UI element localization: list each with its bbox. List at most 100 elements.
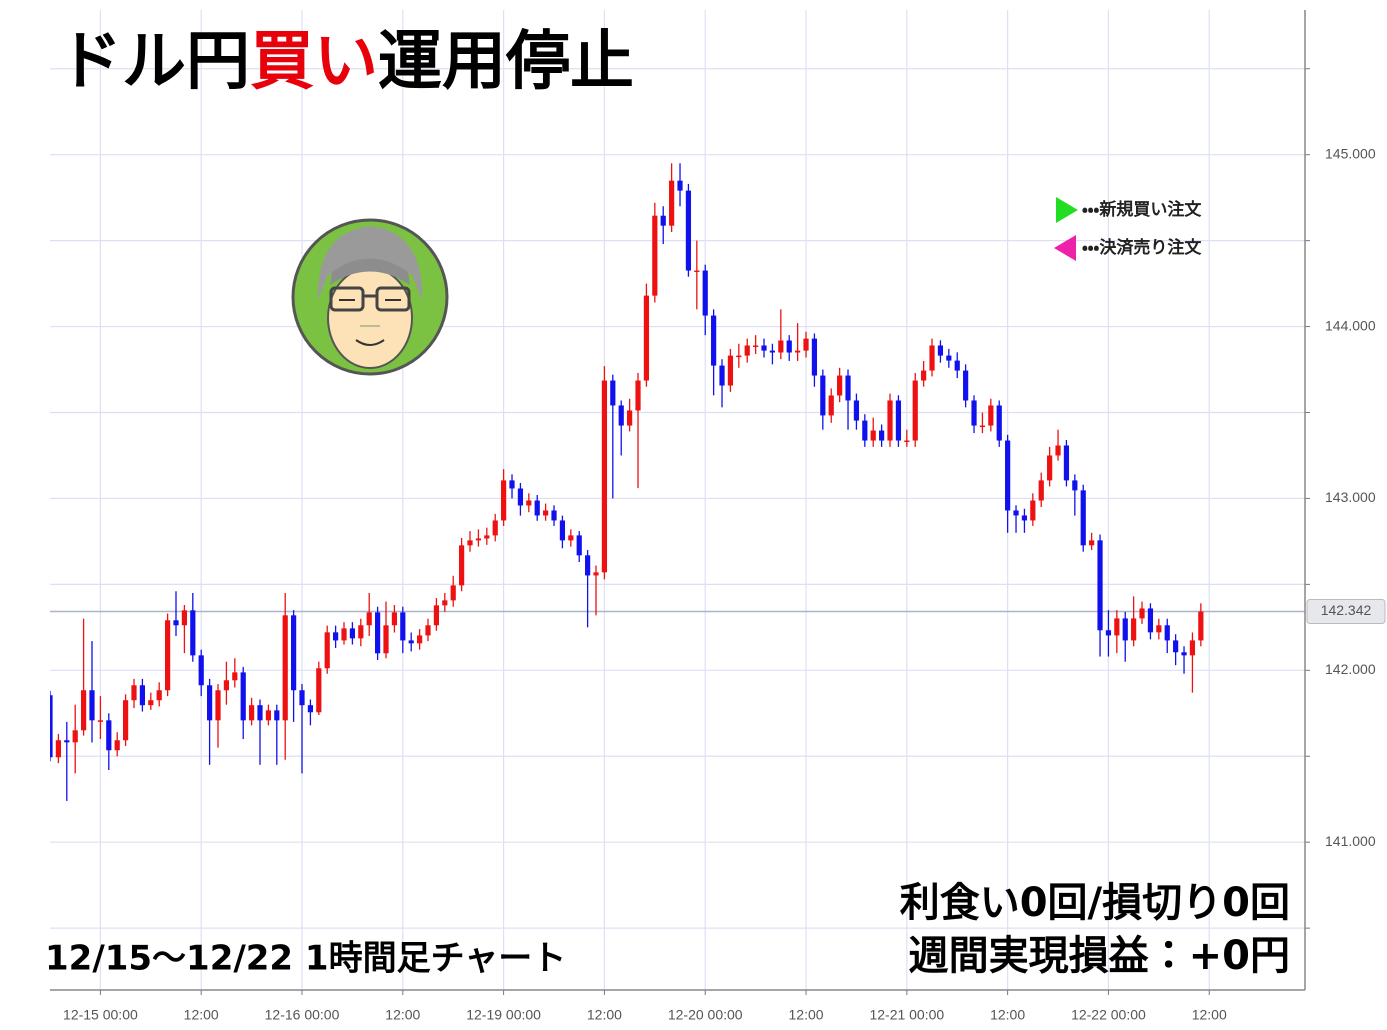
candle-body — [1038, 480, 1044, 501]
candle-body — [123, 700, 129, 741]
candle-body — [1089, 540, 1095, 546]
candle-body — [198, 655, 204, 686]
candle-body — [131, 685, 137, 701]
candle-body — [433, 605, 440, 626]
candle-body — [929, 345, 935, 371]
candle-body — [383, 625, 389, 654]
candle-body — [786, 340, 792, 353]
candle-body — [643, 295, 650, 381]
candle-body — [358, 625, 364, 639]
candle-body — [1047, 455, 1053, 481]
candle-body — [282, 615, 288, 721]
title: ドル円買い運用停止 — [58, 25, 634, 99]
candle-body — [811, 338, 818, 376]
candle-body — [719, 365, 725, 386]
candle-body — [828, 395, 834, 416]
candle-body — [274, 710, 280, 721]
x-tick-label: 12-16 00:00 — [265, 1007, 340, 1023]
candle-body — [1005, 440, 1011, 511]
candle-body — [669, 180, 675, 226]
candle-body — [727, 355, 734, 386]
candle-body — [291, 615, 297, 691]
candle-body — [1139, 608, 1145, 619]
candle-body — [635, 380, 641, 411]
y-tick-label: 142.000 — [1325, 661, 1376, 677]
legend: ・・・新規買い注文・・・決済売り注文 — [1054, 197, 1202, 261]
candle-body — [223, 680, 230, 691]
candle-body — [391, 612, 398, 626]
candle-body — [685, 190, 692, 271]
candle-body — [904, 440, 910, 443]
candle-body — [702, 270, 708, 316]
candle-body — [803, 338, 809, 351]
axes: 141.000 142.000 143.000 144.000 145.000 12-15… — [50, 10, 1386, 1023]
candle-body — [349, 628, 356, 639]
candle-body — [299, 690, 305, 706]
y-tick-label: 141.000 — [1325, 833, 1376, 849]
candle-body — [921, 370, 927, 381]
candle-body — [1021, 515, 1028, 521]
candle-body — [492, 520, 498, 536]
candle-body — [887, 400, 893, 441]
candle-body — [400, 612, 406, 641]
candle-body — [895, 400, 902, 441]
candle-body — [1173, 640, 1179, 653]
candle-body — [1055, 445, 1061, 456]
candle-body — [618, 405, 624, 426]
candle-body — [316, 668, 322, 713]
candle-body — [97, 720, 104, 722]
legend-label: ・・・決済売り注文 — [1082, 237, 1202, 258]
candle-body — [610, 380, 616, 406]
candle-body — [333, 632, 339, 641]
candle-body — [585, 555, 591, 576]
candle-body — [996, 405, 1002, 441]
candle-body — [1189, 640, 1196, 656]
candle-body — [408, 640, 414, 644]
candle-body — [106, 720, 112, 751]
candle-body — [501, 480, 507, 521]
x-tick-label: 12:00 — [1192, 1007, 1227, 1023]
candle-body — [484, 535, 490, 539]
x-tick-label: 12:00 — [990, 1007, 1025, 1023]
candle-body — [1122, 618, 1128, 641]
x-tick-label: 12-15 00:00 — [63, 1007, 138, 1023]
candle-body — [181, 610, 188, 626]
x-tick-label: 12:00 — [385, 1007, 420, 1023]
candle-body — [341, 628, 347, 641]
candle-body — [173, 620, 179, 626]
candle-body — [475, 538, 482, 541]
candle-body — [753, 345, 759, 347]
candle-body — [207, 685, 213, 721]
candle-body — [72, 730, 78, 743]
candle-body — [89, 690, 95, 721]
candle-body — [627, 410, 633, 426]
candle-body — [1131, 618, 1137, 641]
candle-body — [265, 710, 272, 721]
candle-body — [601, 380, 608, 573]
candle-body — [971, 400, 977, 426]
candle-body — [459, 545, 465, 586]
candle-body — [954, 360, 960, 371]
avatar — [291, 218, 449, 376]
candle-body — [559, 520, 566, 541]
candle-body — [744, 345, 750, 356]
candle-body — [1147, 608, 1154, 633]
candle-body — [50, 695, 53, 758]
candle-body — [1097, 540, 1103, 631]
candle-body — [190, 610, 196, 656]
candle-body — [736, 355, 742, 358]
candle-body — [694, 270, 700, 273]
last-price-box — [1306, 599, 1386, 625]
candle-body — [1198, 611, 1204, 641]
candle-body — [1063, 445, 1070, 481]
candle-body — [576, 535, 582, 556]
candle-body — [1105, 630, 1112, 636]
candle-body — [55, 740, 62, 758]
candle-body — [64, 740, 70, 743]
candle-body — [509, 480, 515, 489]
x-tick-label: 12:00 — [587, 1007, 622, 1023]
candle-body — [425, 625, 431, 636]
x-tick-label: 12-19 00:00 — [466, 1007, 541, 1023]
x-tick-label: 12:00 — [789, 1007, 824, 1023]
